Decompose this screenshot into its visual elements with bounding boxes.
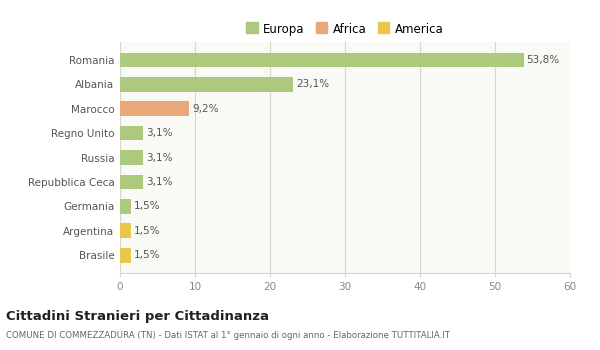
Bar — [120, 199, 131, 214]
Text: 23,1%: 23,1% — [296, 79, 329, 89]
Text: 53,8%: 53,8% — [527, 55, 560, 65]
Text: 9,2%: 9,2% — [192, 104, 218, 114]
Legend: Europa, Africa, America: Europa, Africa, America — [242, 18, 448, 40]
Text: 3,1%: 3,1% — [146, 177, 173, 187]
Text: 3,1%: 3,1% — [146, 128, 173, 138]
Bar — [120, 77, 293, 92]
Bar — [120, 52, 523, 67]
Text: COMUNE DI COMMEZZADURA (TN) - Dati ISTAT al 1° gennaio di ogni anno - Elaborazio: COMUNE DI COMMEZZADURA (TN) - Dati ISTAT… — [6, 331, 450, 340]
Bar — [120, 102, 189, 116]
Bar — [120, 150, 143, 165]
Text: 1,5%: 1,5% — [134, 201, 161, 211]
Text: 1,5%: 1,5% — [134, 226, 161, 236]
Text: 1,5%: 1,5% — [134, 250, 161, 260]
Bar — [120, 175, 143, 189]
Text: 3,1%: 3,1% — [146, 153, 173, 162]
Text: Cittadini Stranieri per Cittadinanza: Cittadini Stranieri per Cittadinanza — [6, 310, 269, 323]
Bar — [120, 126, 143, 140]
Bar — [120, 223, 131, 238]
Bar — [120, 248, 131, 262]
